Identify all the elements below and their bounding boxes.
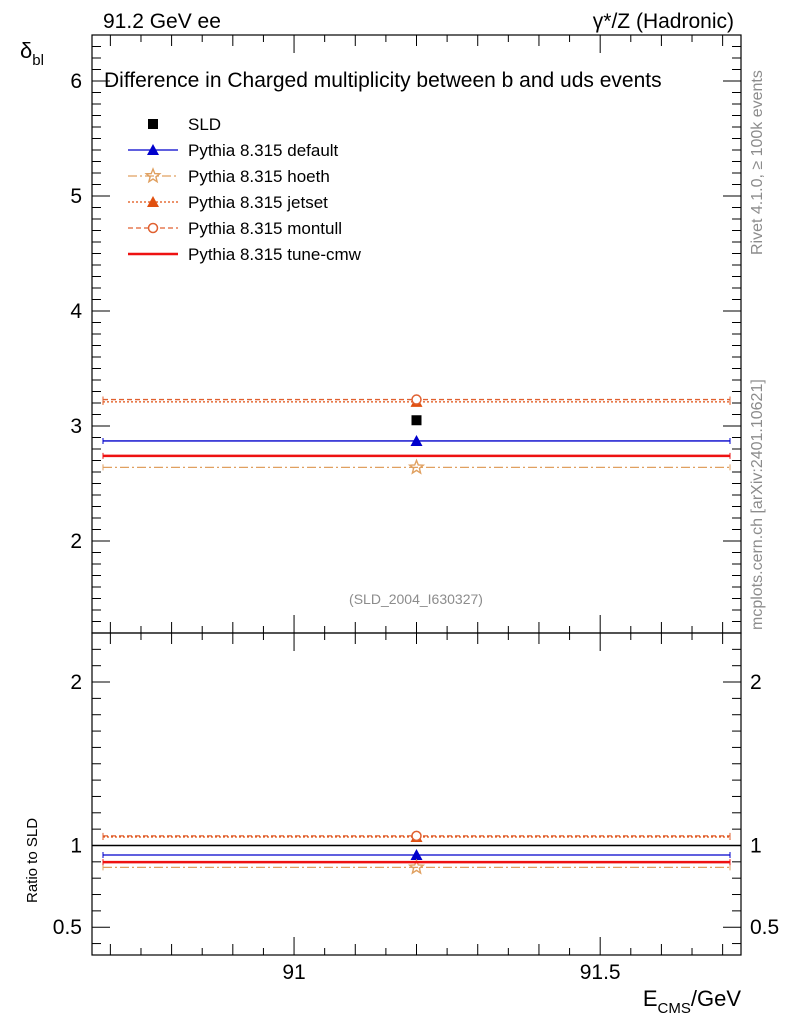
main-y-ticks: 2 3 4 5 6: [70, 34, 741, 622]
series-marker-pythia-8-315-default: [410, 434, 423, 446]
ratio-y-tick-label: 1: [70, 834, 82, 857]
chart-title: Difference in Charged multiplicity betwe…: [104, 69, 662, 92]
series-marker-pythia-8-315-montull: [411, 394, 422, 405]
legend-label-pythia-8-315-montull: Pythia 8.315 montull: [188, 219, 342, 238]
main-y-tick-label: 6: [70, 70, 82, 93]
legend-label-pythia-8-315-hoeth: Pythia 8.315 hoeth: [188, 167, 330, 186]
ratio-y-ticks: 0.5 0.5 1 1 2 2: [53, 648, 779, 945]
legend-marker-pythia-8-315-default: [147, 144, 159, 155]
ratio-y-tick-label-right: 0.5: [750, 916, 779, 939]
mcplots-label: mcplots.cern.ch [arXiv:2401.10621]: [749, 379, 766, 630]
ratio-y-tick-label-right: 1: [750, 834, 762, 857]
ratio-y-tick-label: 0.5: [53, 916, 82, 939]
rivet-label: Rivet 4.1.0, ≥ 100k events: [749, 70, 766, 255]
x-tick-label: 91: [282, 961, 305, 984]
ratio-marker-pythia-8-315-default: [410, 848, 423, 860]
header-process-label: γ*/Z (Hadronic): [593, 10, 734, 33]
ratio-y-tick-label: 2: [70, 671, 82, 694]
legend-marker-pythia-8-315-montull: [147, 222, 159, 234]
main-y-axis-label: δbl: [20, 38, 44, 69]
ratio-y-axis-label: Ratio to SLD: [24, 818, 41, 903]
main-y-tick-label: 4: [70, 300, 82, 323]
x-tick-label: 91.5: [580, 961, 621, 984]
ratio-marker-pythia-8-315-hoeth: [407, 858, 426, 875]
legend-label-pythia-8-315-tune-cmw: Pythia 8.315 tune-cmw: [188, 245, 362, 264]
legend-marker-pythia-8-315-hoeth: [144, 167, 162, 184]
header-energy-label: 91.2 GeV ee: [103, 10, 221, 33]
main-y-tick-label: 2: [70, 530, 82, 553]
legend-label-pythia-8-315-jetset: Pythia 8.315 jetset: [188, 193, 328, 212]
ratio-y-tick-label-right: 2: [750, 671, 762, 694]
legend-label-sld: SLD: [188, 115, 221, 134]
ratio-series: [102, 830, 731, 875]
x-ticks: 91 91.5: [109, 35, 724, 984]
legend-marker-pythia-8-315-jetset: [147, 196, 159, 207]
ratio-panel-frame: [91, 632, 742, 956]
main-y-tick-label: 3: [70, 415, 82, 438]
data-point-sld: [411, 415, 422, 426]
main-y-tick-label: 5: [70, 185, 82, 208]
analysis-id-label: (SLD_2004_I630327): [349, 591, 483, 607]
series-marker-pythia-8-315-hoeth: [407, 458, 426, 475]
legend-marker-sld: [148, 119, 158, 129]
ratio-marker-pythia-8-315-montull: [411, 830, 422, 842]
main-series: [102, 394, 731, 475]
x-axis-label: ECMS/GeV: [643, 986, 741, 1017]
legend-label-pythia-8-315-default: Pythia 8.315 default: [188, 141, 339, 160]
legend: SLD Pythia 8.315 default Pythia 8.315 hoet…: [128, 115, 362, 264]
